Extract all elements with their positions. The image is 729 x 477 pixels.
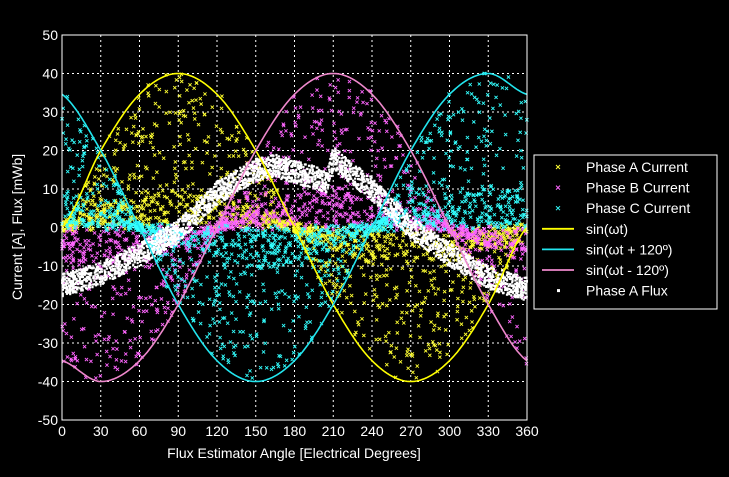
flux-sample-point bbox=[358, 175, 360, 177]
flux-sample-point bbox=[446, 259, 448, 261]
flux-sample-point bbox=[134, 261, 136, 263]
flux-sample-point bbox=[329, 171, 331, 173]
flux-sample-point bbox=[328, 169, 330, 171]
flux-sample-point bbox=[90, 280, 92, 282]
flux-sample-point bbox=[137, 244, 139, 246]
flux-sample-point bbox=[288, 161, 290, 163]
flux-sample-point bbox=[139, 261, 141, 263]
flux-sample-point bbox=[265, 160, 267, 162]
flux-sample-point bbox=[363, 175, 365, 177]
flux-sample-point bbox=[433, 241, 435, 243]
flux-sample-point bbox=[328, 180, 330, 182]
flux-sample-point bbox=[361, 175, 363, 177]
flux-sample-point bbox=[255, 165, 257, 167]
flux-sample-point bbox=[366, 175, 368, 177]
flux-sample-point bbox=[95, 263, 97, 265]
flux-sample-point bbox=[166, 236, 168, 238]
flux-sample-point bbox=[204, 209, 206, 211]
flux-sample-point bbox=[434, 248, 436, 250]
flux-sample-point bbox=[354, 178, 356, 180]
flux-sample-point bbox=[142, 260, 144, 262]
flux-sample-point bbox=[228, 175, 230, 177]
flux-sample-point bbox=[327, 186, 329, 188]
flux-sample-point bbox=[472, 257, 474, 259]
flux-sample-point bbox=[483, 284, 485, 286]
flux-sample-point bbox=[369, 187, 371, 189]
flux-sample-point bbox=[178, 224, 180, 226]
flux-sample-point bbox=[162, 228, 164, 230]
flux-sample-point bbox=[166, 231, 168, 233]
flux-sample-point bbox=[381, 195, 383, 197]
flux-sample-point bbox=[510, 294, 512, 296]
flux-sample-point bbox=[190, 229, 192, 231]
flux-sample-point bbox=[481, 283, 483, 285]
flux-sample-point bbox=[377, 198, 379, 200]
flux-sample-point bbox=[197, 218, 199, 220]
flux-sample-point bbox=[388, 215, 390, 217]
